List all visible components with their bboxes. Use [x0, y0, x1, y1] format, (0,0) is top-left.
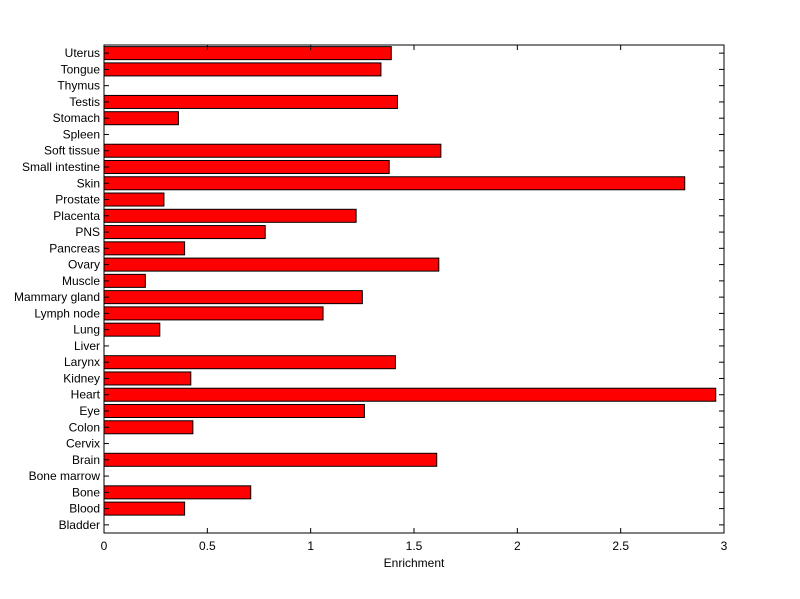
bar-heart	[103, 387, 717, 402]
x-tick-label: 0.5	[199, 539, 216, 553]
x-tick-label: 2.5	[612, 539, 629, 553]
y-tick-label: Bone	[72, 485, 100, 499]
y-tick-label: Heart	[71, 388, 101, 402]
y-tick-label: Larynx	[64, 355, 100, 369]
y-tick-label: Testis	[69, 95, 100, 109]
bar-pns	[103, 225, 266, 240]
bar-eye	[103, 403, 365, 419]
bar-pancreas	[103, 241, 186, 256]
x-ticks-group: 0 0.5 1 1.5 2 2.5 3	[101, 45, 728, 553]
y-tick-label: Spleen	[63, 127, 100, 141]
y-tick-label: Bone marrow	[29, 469, 101, 483]
bar-blood	[103, 501, 186, 516]
x-tick-label: 0	[101, 539, 108, 553]
y-ticks-group: Uterus Tongue Thymus Testis Stomach Spleen Sof…	[14, 46, 724, 532]
y-tick-label: Thymus	[57, 79, 100, 93]
bar-stomach	[103, 111, 179, 126]
bar-brain	[103, 452, 438, 467]
y-tick-label: Mammary gland	[14, 290, 100, 304]
x-axis-label: Enrichment	[384, 556, 445, 570]
y-tick-label: Ovary	[68, 258, 100, 272]
y-tick-label: Pancreas	[49, 241, 100, 255]
bar-bone	[103, 485, 252, 500]
bar-small-intestine	[103, 159, 390, 175]
y-tick-label: Cervix	[66, 437, 100, 451]
bar-tongue	[103, 62, 382, 77]
bar-uterus	[103, 46, 392, 61]
y-tick-label: Muscle	[62, 274, 100, 288]
y-tick-label: Soft tissue	[44, 144, 100, 158]
bar-placenta	[103, 208, 357, 223]
y-tick-label: Placenta	[53, 209, 100, 223]
bar-muscle	[103, 273, 146, 288]
y-tick-label: Stomach	[53, 111, 100, 125]
y-tick-label: Prostate	[55, 193, 100, 207]
y-tick-label: Bladder	[59, 518, 100, 532]
y-tick-label: Brain	[72, 453, 100, 467]
bars-group	[103, 46, 717, 516]
y-tick-label: Skin	[77, 176, 100, 190]
x-tick-label: 2	[514, 539, 521, 553]
bar-lung	[103, 322, 161, 337]
bar-ovary	[103, 257, 440, 272]
y-tick-label: Tongue	[61, 62, 101, 76]
bar-colon	[103, 420, 194, 435]
bar-kidney	[103, 371, 192, 386]
x-tick-label: 1	[307, 539, 314, 553]
bar-testis	[103, 94, 398, 109]
y-tick-label: Blood	[69, 502, 100, 516]
y-tick-label: Kidney	[63, 371, 100, 385]
x-tick-label: 3	[721, 539, 728, 553]
x-tick-label: 1.5	[406, 539, 423, 553]
bar-soft-tissue	[103, 143, 442, 158]
y-tick-label: Uterus	[65, 46, 100, 60]
y-tick-label: Liver	[74, 339, 100, 353]
bar-skin	[103, 176, 686, 191]
bar-larynx	[103, 355, 396, 370]
y-tick-label: PNS	[75, 225, 100, 239]
y-tick-label: Small intestine	[22, 160, 100, 174]
y-tick-label: Lymph node	[34, 306, 100, 320]
y-tick-label: Colon	[69, 420, 100, 434]
bar-mammary-gland	[103, 290, 363, 305]
y-tick-label: Lung	[73, 323, 100, 337]
bar-lymph-node	[103, 306, 324, 321]
bar-prostate	[103, 192, 165, 207]
y-tick-label: Eye	[79, 404, 100, 418]
